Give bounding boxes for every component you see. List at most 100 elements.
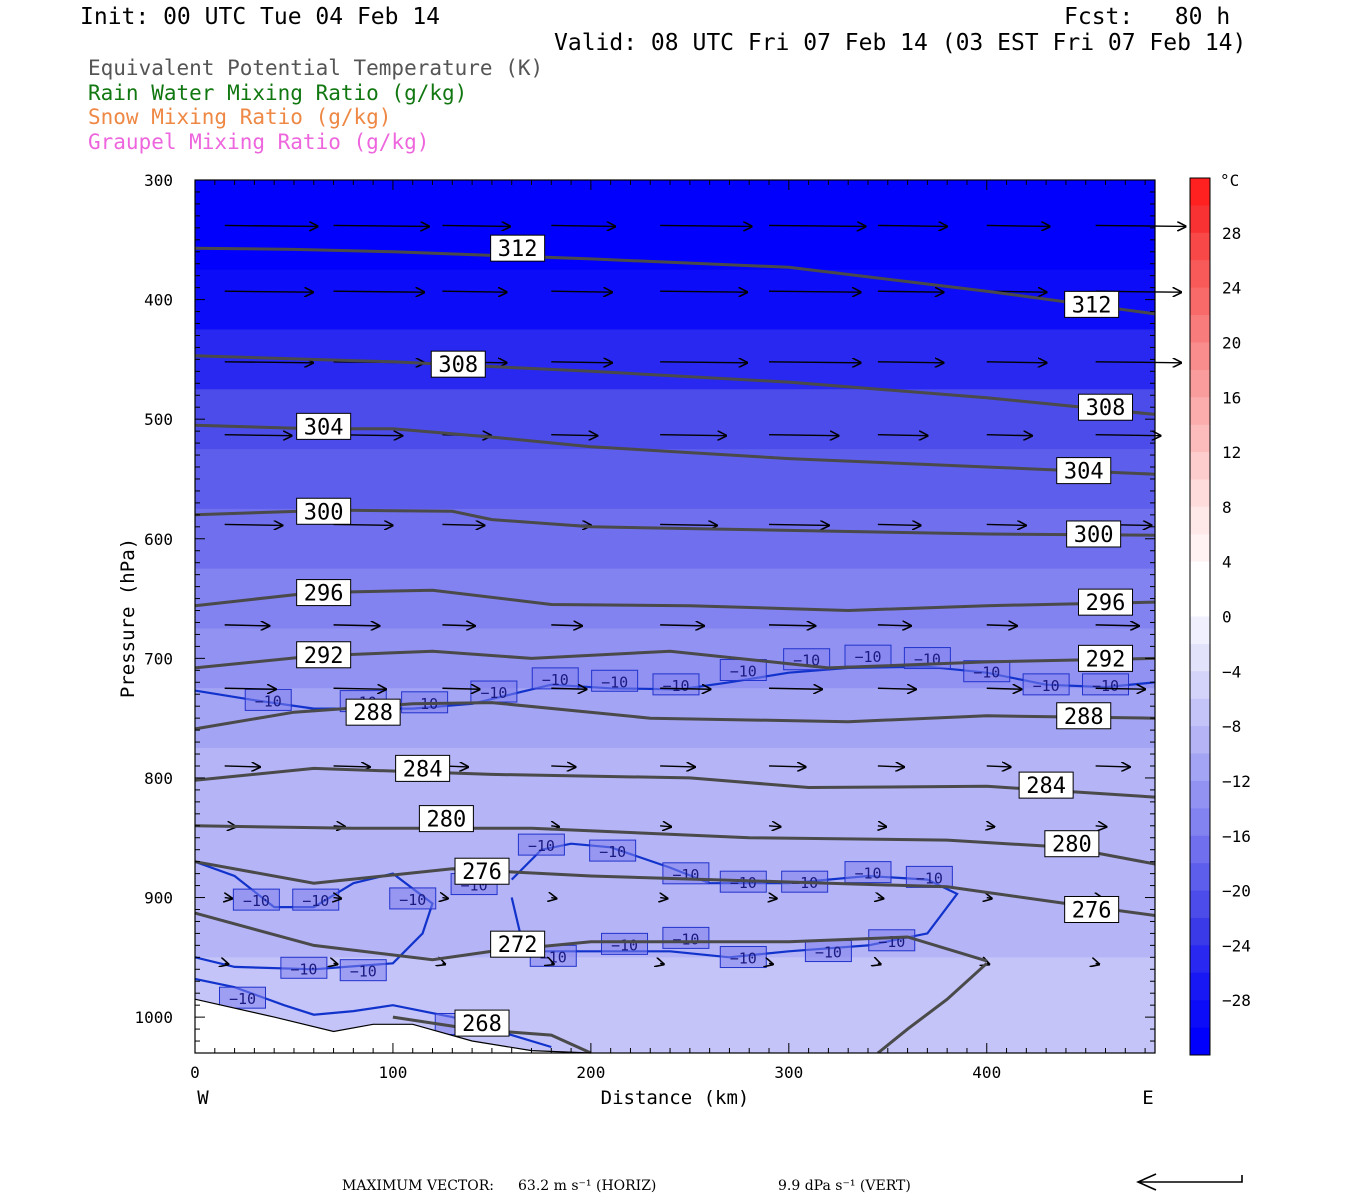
colorbar-label: −12 [1222, 772, 1251, 791]
y-tick-label: 400 [144, 291, 173, 310]
isotherm-label: −10 [1092, 677, 1119, 695]
wind-vector [551, 225, 615, 226]
isotherm-label: −10 [730, 663, 757, 681]
wind-vector [877, 625, 911, 626]
theta-e-label-box [1018, 771, 1074, 799]
wind-vector [551, 435, 597, 436]
wind-vector [224, 435, 292, 436]
colorbar-swatch [1190, 808, 1210, 837]
theta-e-contour [392, 1015, 592, 1055]
colorbar-label: 24 [1222, 279, 1241, 298]
wind-vector [877, 291, 944, 292]
colorbar-swatch [1190, 424, 1210, 453]
wind-vector [877, 688, 916, 689]
wind-vector [660, 625, 704, 626]
theta-e-label: 296 [1086, 591, 1126, 616]
theta-e-label-box [1044, 830, 1100, 858]
colorbar-swatch [1190, 1000, 1210, 1029]
isotherm-label: −10 [916, 869, 943, 887]
wind-vector [442, 524, 484, 525]
theta-e-label: 284 [403, 757, 443, 782]
wind-vector [1095, 826, 1107, 827]
temperature-band [195, 508, 1155, 570]
colorbar-swatch [1190, 260, 1210, 289]
wind-vector [986, 625, 1017, 626]
temperature-band [195, 209, 1155, 271]
wind-vector [660, 291, 747, 292]
theta-e-label: 284 [1026, 774, 1066, 799]
theta-e-label: 312 [498, 237, 538, 262]
theta-e-label: 292 [304, 644, 344, 669]
theta-e-label-box [430, 350, 486, 378]
theta-e-label-box [454, 1009, 510, 1037]
wind-vector [769, 524, 829, 525]
colorbar-label: 0 [1222, 608, 1232, 627]
isotherm-label: −10 [815, 944, 842, 962]
theta-e-contour [194, 701, 1156, 731]
wind-vector [769, 225, 866, 226]
wind-vector [877, 362, 944, 363]
colorbar-swatch [1190, 589, 1210, 617]
isotherm-label-box [719, 946, 767, 969]
isotherm-label: −10 [399, 891, 426, 909]
west-label: W [197, 1087, 209, 1109]
isotherm-label-box [601, 932, 649, 955]
theta-e-label-box [1078, 588, 1134, 616]
colorbar-frame [1189, 177, 1211, 1056]
wind-vector [877, 524, 921, 525]
isotherm-label-box [389, 887, 437, 910]
wind-vector [224, 225, 318, 226]
theta-e-label-box [296, 641, 352, 669]
colorbar-label: 4 [1222, 553, 1232, 572]
theta-e-contour [876, 962, 988, 1055]
wind-vector [660, 766, 695, 767]
colorbar-label: −20 [1222, 882, 1251, 901]
colorbar-label: −8 [1222, 717, 1241, 736]
x-tick-label: 200 [576, 1063, 605, 1082]
wind-vector [1095, 362, 1182, 363]
wind-vector [442, 963, 445, 964]
colorbar-label: −16 [1222, 827, 1251, 846]
colorbar-swatch [1190, 369, 1210, 398]
wind-vector [1095, 688, 1146, 689]
y-tick-label: 300 [144, 171, 173, 190]
isotherm-label: −10 [480, 684, 507, 702]
isotherm-label: −10 [302, 892, 329, 910]
wind-vector [660, 362, 747, 363]
temperature-band [195, 568, 1155, 630]
theta-e-contour [194, 860, 1156, 917]
wind-vector [551, 898, 556, 899]
theta-e-label-box [418, 805, 474, 833]
colorbar-swatch [1190, 205, 1210, 234]
theta-e-label-box [1078, 644, 1134, 672]
isotherm-label: −10 [672, 930, 699, 948]
colorbar-swatch [1190, 1027, 1210, 1056]
colorbar-swatch [1190, 452, 1210, 480]
x-tick-label: 100 [378, 1063, 407, 1082]
wind-vector [877, 435, 928, 436]
wind-vector [660, 826, 671, 827]
theta-e-label-box [1078, 393, 1134, 421]
y-tick-label: 1000 [134, 1008, 173, 1027]
theta-e-label: 308 [1086, 396, 1126, 421]
wind-vector [333, 766, 370, 767]
colorbar-swatch [1190, 726, 1210, 755]
field-snow: Snow Mixing Ratio (g/kg) [88, 105, 392, 129]
isotherm-label: −10 [243, 892, 270, 910]
isotherm-label-box [652, 673, 700, 696]
colorbar-label: −4 [1222, 662, 1241, 681]
colorbar-swatch [1190, 342, 1210, 371]
wind-vector [986, 225, 1050, 226]
wind-vector [224, 688, 276, 689]
y-tick-label: 800 [144, 769, 173, 788]
wind-vector [224, 291, 313, 292]
colorbar-swatch [1190, 397, 1210, 426]
colorbar-swatch [1190, 643, 1210, 672]
max-vector-label: MAXIMUM VECTOR: [342, 1178, 494, 1194]
y-tick-label: 900 [144, 889, 173, 908]
wind-vector [769, 766, 806, 767]
theta-e-label-box [1064, 290, 1120, 318]
isotherm-label: −10 [290, 960, 317, 978]
wind-vector [442, 291, 506, 292]
wind-vector [769, 963, 773, 964]
